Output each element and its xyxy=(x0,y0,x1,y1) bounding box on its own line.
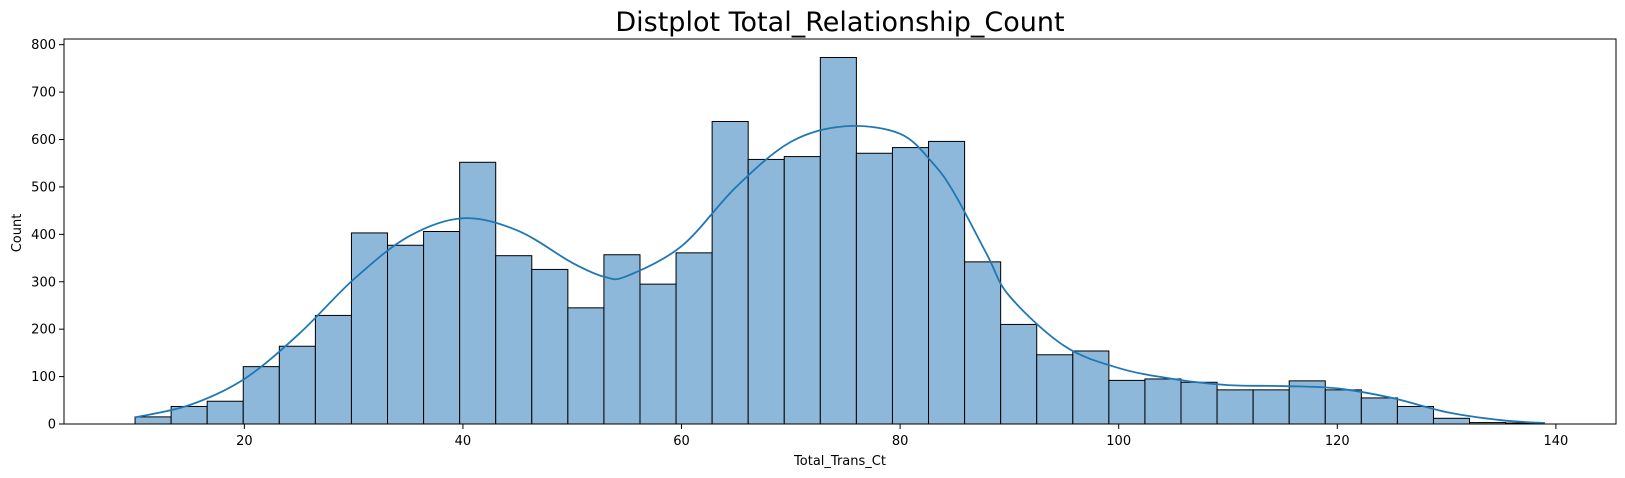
histogram-bar xyxy=(206,400,244,425)
x-tick-label: 40 xyxy=(455,434,472,449)
histogram-bars xyxy=(134,56,1543,425)
histogram-bar xyxy=(1252,389,1290,425)
histogram-bar xyxy=(747,158,785,425)
histogram-bar xyxy=(1180,381,1218,425)
y-axis-ticks: 0 100 200 300 400 500 600 700 800 xyxy=(31,38,64,433)
x-tick-label: 80 xyxy=(892,434,909,449)
histogram-bar xyxy=(1432,417,1471,425)
x-tick-label: 20 xyxy=(236,434,253,449)
histogram-bar xyxy=(1396,405,1434,425)
x-tick-label: 100 xyxy=(1106,434,1131,449)
histogram-bar xyxy=(1216,389,1254,425)
histogram-bar xyxy=(1000,323,1038,425)
x-tick-label: 140 xyxy=(1543,434,1568,449)
histogram-bar xyxy=(783,156,821,425)
y-tick-label: 700 xyxy=(31,86,56,101)
histogram-bar xyxy=(1324,389,1362,425)
histogram-bar xyxy=(711,121,749,425)
chart-title: Distplot Total_Relationship_Count xyxy=(615,7,1064,38)
histogram-bar xyxy=(1036,354,1074,425)
histogram-bar xyxy=(459,161,497,425)
y-tick-label: 500 xyxy=(31,180,56,195)
histogram-bar xyxy=(1072,350,1110,425)
histogram-bar xyxy=(891,147,930,425)
histogram-bar xyxy=(314,314,352,425)
y-tick-label: 0 xyxy=(48,418,56,433)
histogram-bar xyxy=(964,261,1002,425)
x-axis-ticks: 20 40 60 80 100 120 140 xyxy=(236,424,1568,449)
histogram-bar xyxy=(1108,379,1146,425)
x-tick-label: 60 xyxy=(673,434,690,449)
histogram-bar xyxy=(423,231,461,425)
x-axis-label: Total_Trans_Ct xyxy=(793,454,886,469)
histogram-bar xyxy=(495,255,533,425)
y-tick-label: 100 xyxy=(31,370,56,385)
y-tick-label: 800 xyxy=(31,38,56,53)
y-tick-label: 300 xyxy=(31,275,56,290)
histogram-bar xyxy=(819,56,857,425)
histogram-bar xyxy=(278,345,316,425)
plot-frame xyxy=(63,38,1617,425)
histogram-bar xyxy=(1360,397,1398,425)
y-tick-label: 200 xyxy=(31,323,56,338)
histogram-bar xyxy=(1144,378,1182,425)
histogram-bar xyxy=(350,232,389,425)
histogram-bar xyxy=(675,252,713,425)
histogram-bar xyxy=(603,254,641,425)
y-axis-label: Count xyxy=(10,214,25,253)
x-tick-label: 120 xyxy=(1325,434,1350,449)
histogram-bar xyxy=(134,416,172,425)
y-tick-label: 600 xyxy=(31,133,56,148)
kde-curve xyxy=(134,125,1546,424)
histogram-bar xyxy=(1288,380,1326,425)
histogram-bar xyxy=(567,307,605,425)
histogram-bar xyxy=(928,140,966,425)
histogram-bar xyxy=(387,244,425,425)
y-tick-label: 400 xyxy=(31,228,56,243)
histogram-bar xyxy=(855,152,893,425)
histogram-bar xyxy=(531,268,569,425)
histogram-bar xyxy=(639,283,677,425)
